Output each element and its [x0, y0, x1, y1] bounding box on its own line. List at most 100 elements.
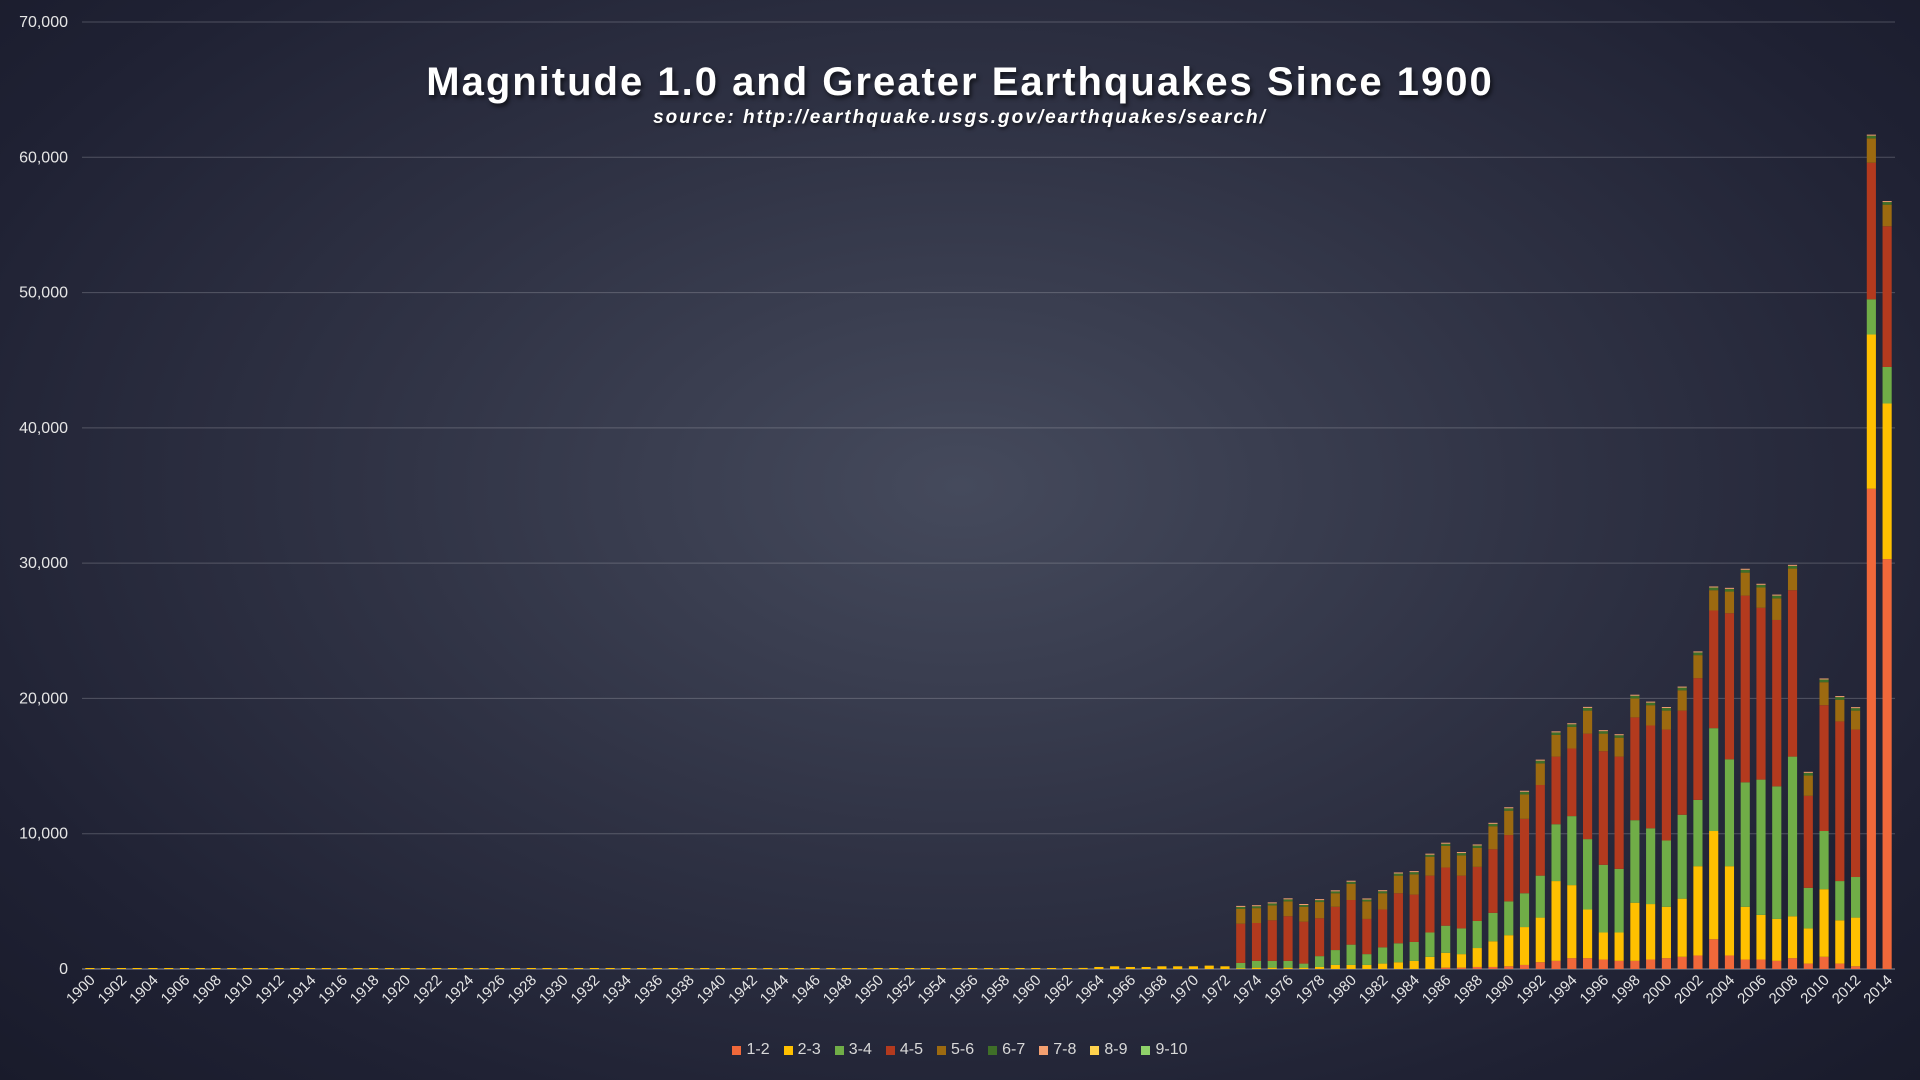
bar-segment	[384, 968, 394, 969]
bar-segment	[1551, 731, 1561, 733]
bar-segment	[1709, 939, 1719, 969]
bar-segment	[1504, 810, 1514, 836]
bar-segment	[1693, 799, 1703, 867]
bar-segment	[1693, 655, 1703, 679]
bar-segment	[321, 968, 331, 969]
bar-segment	[1614, 737, 1624, 757]
bar-segment	[1519, 927, 1530, 965]
legend-item: 5-6	[936, 1041, 974, 1059]
bar-segment	[1283, 901, 1293, 917]
bar-segment	[1661, 729, 1671, 841]
bar-segment	[1614, 960, 1624, 969]
bar-segment	[1472, 966, 1482, 969]
bar-segment	[1346, 900, 1356, 945]
bar-segment	[1551, 824, 1561, 882]
bar-segment	[1472, 844, 1482, 846]
bar-segment	[558, 968, 568, 969]
bar-segment	[1724, 866, 1735, 956]
bar-segment	[1425, 854, 1435, 857]
bar-segment	[1472, 866, 1482, 921]
legend-swatch	[936, 1045, 946, 1055]
chart-legend: 1-2 2-3 3-4 4-5 5-6 6-7 7-8 8-9 9-10	[0, 1041, 1920, 1059]
x-tick-label: 1998	[1608, 972, 1644, 1008]
bar-segment	[1472, 845, 1482, 848]
x-tick-label: 1950	[851, 972, 887, 1008]
bar-segment	[1488, 822, 1498, 824]
bar-segment	[1740, 906, 1750, 960]
bar-segment	[1299, 967, 1309, 969]
bar-segment	[1772, 619, 1782, 787]
bar-segment	[1110, 966, 1120, 969]
bar-segment	[1346, 964, 1356, 969]
x-tick-label: 1910	[221, 972, 257, 1008]
bar-segment	[952, 968, 962, 969]
bar-segment	[1504, 901, 1514, 936]
bar-segment	[1551, 734, 1561, 757]
bar-segment	[1236, 906, 1246, 909]
bar-segment	[1630, 960, 1640, 969]
bar-segment	[1551, 960, 1561, 969]
bar-segment	[1441, 967, 1451, 969]
bar-segment	[1882, 366, 1892, 404]
bar-segment	[1882, 201, 1892, 203]
legend-swatch	[834, 1045, 844, 1055]
x-tick-label: 1990	[1482, 972, 1518, 1008]
y-tick-label: 50,000	[19, 285, 68, 302]
bar-segment	[1362, 918, 1372, 955]
bar-segment	[1220, 966, 1230, 969]
bar-segment	[1330, 891, 1340, 894]
bar-segment	[1362, 899, 1372, 902]
bar-segment	[1504, 835, 1514, 902]
bar-segment	[1756, 587, 1766, 608]
bar-segment	[1236, 962, 1246, 969]
x-axis-ticks: 1900190219041906190819101912191419161918…	[63, 972, 1896, 1008]
bar-segment	[1346, 944, 1356, 965]
bar-segment	[1330, 890, 1340, 892]
x-tick-label: 1978	[1293, 972, 1329, 1008]
bar-segment	[1141, 966, 1151, 969]
bar-segment	[1393, 893, 1403, 944]
bar-segment	[1409, 871, 1419, 873]
bar-segment	[195, 968, 205, 969]
bar-segment	[1693, 651, 1703, 653]
bar-segment	[1251, 923, 1262, 961]
x-tick-label: 1904	[126, 972, 162, 1008]
bar-segment	[1393, 873, 1403, 876]
bar-segment	[1378, 963, 1388, 969]
bar-segment	[1661, 958, 1671, 969]
bar-segment	[1598, 751, 1608, 865]
bar-segment	[1772, 594, 1782, 596]
bar-segment	[1330, 893, 1340, 907]
bar-segment	[1630, 695, 1640, 699]
bar-segment	[1472, 948, 1482, 967]
bar-segment	[1851, 966, 1861, 969]
bar-segment	[589, 968, 599, 969]
bar-segment	[227, 968, 237, 969]
bar-segment	[1425, 853, 1435, 855]
bar-segment	[1425, 856, 1435, 876]
bar-segment	[905, 968, 915, 969]
bar-segment	[1614, 932, 1624, 961]
bar-segment	[1598, 733, 1608, 752]
bar-segment	[1803, 772, 1813, 776]
bar-segment	[1314, 902, 1325, 919]
bar-segment	[1851, 877, 1861, 918]
bar-segment	[1866, 138, 1876, 163]
bar-segment	[1614, 756, 1624, 869]
bar-segment	[116, 968, 126, 969]
bar-segment	[1488, 823, 1498, 827]
bar-segment	[1772, 598, 1782, 620]
bar-segment	[1551, 732, 1561, 735]
y-gridlines	[82, 21, 1895, 970]
bar-segment	[1756, 583, 1766, 585]
legend-label: 6-7	[1002, 1041, 1026, 1058]
legend-item: 8-9	[1090, 1041, 1127, 1059]
bar-segment	[1677, 690, 1687, 711]
bar-segment	[1646, 959, 1656, 969]
bar-segment	[810, 968, 820, 969]
bar-segment	[1661, 710, 1671, 730]
bar-segment	[1535, 760, 1545, 764]
bar-segment	[1567, 958, 1577, 969]
legend-item: 9-10	[1141, 1041, 1188, 1059]
bar-segment	[1661, 707, 1671, 709]
